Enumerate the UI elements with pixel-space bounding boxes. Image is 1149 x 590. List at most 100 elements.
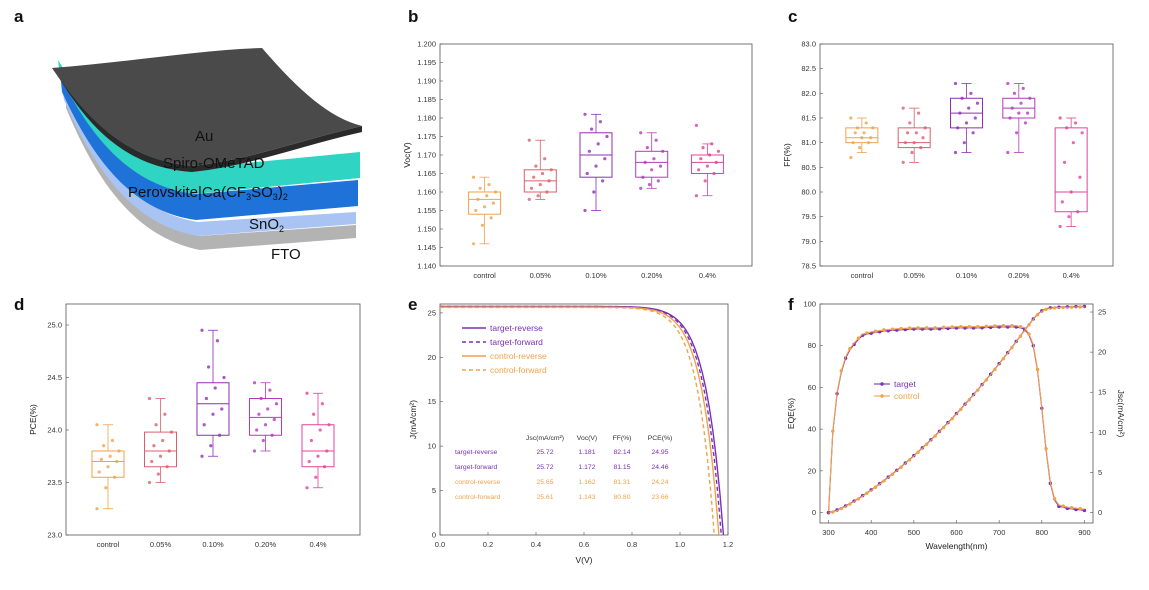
panel-label-d: d bbox=[14, 295, 24, 314]
data-point bbox=[158, 454, 163, 458]
data-point bbox=[590, 127, 594, 131]
y-axis-label: PCE(%) bbox=[28, 404, 38, 435]
jsc-marker bbox=[907, 458, 912, 462]
data-point bbox=[1008, 116, 1012, 120]
y-tick-label: 1.155 bbox=[417, 206, 436, 215]
data-point bbox=[592, 190, 596, 194]
table-row-label: control-forward bbox=[455, 494, 501, 501]
data-point bbox=[658, 164, 663, 168]
jsc-curve-control bbox=[828, 306, 1085, 514]
x-tick-label: 300 bbox=[822, 528, 835, 537]
jsc-marker bbox=[967, 398, 971, 402]
data-point bbox=[538, 183, 542, 187]
data-point bbox=[545, 190, 549, 194]
data-point bbox=[650, 168, 654, 172]
jsc-marker bbox=[1035, 313, 1040, 317]
table-cell: 23.66 bbox=[651, 494, 668, 501]
data-point bbox=[543, 157, 547, 161]
jsc-marker bbox=[831, 510, 835, 514]
y-tick-label: 25 bbox=[428, 308, 436, 317]
eqe-marker bbox=[916, 326, 920, 330]
x-tick-label: 0.4% bbox=[1063, 271, 1080, 280]
jsc-marker bbox=[959, 407, 963, 412]
x-tick-label: 0.05% bbox=[530, 271, 552, 280]
table-cell: 81.15 bbox=[613, 464, 630, 471]
data-point bbox=[95, 423, 99, 427]
data-point bbox=[320, 402, 324, 406]
data-point bbox=[327, 423, 331, 427]
data-point bbox=[1069, 190, 1073, 194]
data-point bbox=[266, 407, 270, 411]
y-tick-label: 1.160 bbox=[417, 188, 436, 197]
data-point bbox=[207, 365, 211, 369]
data-point bbox=[964, 121, 969, 125]
y-tick-label: 80 bbox=[808, 341, 816, 350]
data-point bbox=[639, 131, 643, 135]
data-point bbox=[314, 475, 318, 479]
eqe-marker bbox=[899, 326, 903, 331]
jsc-marker bbox=[993, 367, 997, 372]
data-point bbox=[529, 186, 534, 190]
x-tick-label: 1.2 bbox=[723, 540, 733, 549]
data-point bbox=[1019, 101, 1023, 105]
y-tick-label: 1.200 bbox=[417, 40, 436, 49]
x-tick-label: 500 bbox=[908, 528, 921, 537]
data-point bbox=[647, 183, 652, 187]
jsc-marker bbox=[882, 479, 886, 483]
data-point bbox=[307, 459, 311, 464]
y-tick-label: 0 bbox=[432, 531, 436, 540]
y-tick-label: 0 bbox=[812, 508, 816, 517]
y-tick-label: 80.0 bbox=[801, 188, 816, 197]
data-point bbox=[585, 171, 589, 176]
data-point bbox=[708, 153, 712, 157]
legend-marker bbox=[880, 394, 884, 398]
y-tick-label: 1.170 bbox=[417, 151, 436, 160]
y-tick-label: 1.190 bbox=[417, 77, 436, 86]
data-point bbox=[661, 149, 665, 153]
data-point bbox=[106, 465, 110, 469]
table-cell: 24.95 bbox=[651, 449, 668, 456]
y-tick-label: 81.0 bbox=[801, 138, 816, 147]
table-cell: 25.65 bbox=[536, 479, 553, 486]
data-point bbox=[1065, 126, 1069, 130]
x-tick-label: 1.0 bbox=[675, 540, 685, 549]
jsc-marker bbox=[1001, 356, 1006, 361]
eqe-marker bbox=[976, 325, 980, 329]
y-tick-label: 1.140 bbox=[417, 262, 436, 271]
data-point bbox=[1026, 111, 1030, 115]
x-tick-label: 0.05% bbox=[904, 271, 926, 280]
jsc-marker bbox=[1027, 323, 1031, 327]
data-point bbox=[211, 412, 215, 416]
box bbox=[196, 382, 230, 436]
data-point bbox=[962, 141, 966, 145]
x-tick-label: 0.20% bbox=[255, 540, 277, 549]
y-tick-label: 10 bbox=[428, 442, 436, 451]
data-point bbox=[703, 179, 707, 183]
data-point bbox=[953, 150, 958, 155]
eqe-marker bbox=[950, 325, 954, 329]
jsc-marker bbox=[1069, 305, 1074, 309]
data-point bbox=[547, 179, 551, 183]
data-point bbox=[849, 116, 853, 120]
table-cell: 25.61 bbox=[536, 494, 553, 501]
jsc-marker bbox=[848, 502, 852, 506]
eqe-marker bbox=[1078, 507, 1082, 511]
table-header: PCE(%) bbox=[648, 435, 673, 442]
y-tick-label: 25.0 bbox=[47, 321, 62, 330]
data-point bbox=[323, 465, 327, 469]
eqe-chart: 300 400 500 600 700 800 900 0 20 40 60 80 100 0 5 10 15 2… bbox=[786, 300, 1126, 552]
data-point bbox=[656, 179, 660, 183]
data-point bbox=[1058, 224, 1062, 229]
data-point bbox=[641, 175, 645, 179]
jsc-marker bbox=[942, 425, 946, 430]
y-tick-label: 1.180 bbox=[417, 114, 436, 123]
legend-marker bbox=[880, 382, 884, 386]
x-tick-label: 0.4% bbox=[699, 271, 716, 280]
data-point bbox=[916, 111, 921, 115]
data-point bbox=[901, 160, 905, 164]
x-tick-label: 0.20% bbox=[1008, 271, 1030, 280]
x-tick-label: 0.6 bbox=[579, 540, 589, 549]
x-tick-label: control bbox=[473, 271, 496, 280]
legend-label: control-forward bbox=[490, 365, 547, 375]
